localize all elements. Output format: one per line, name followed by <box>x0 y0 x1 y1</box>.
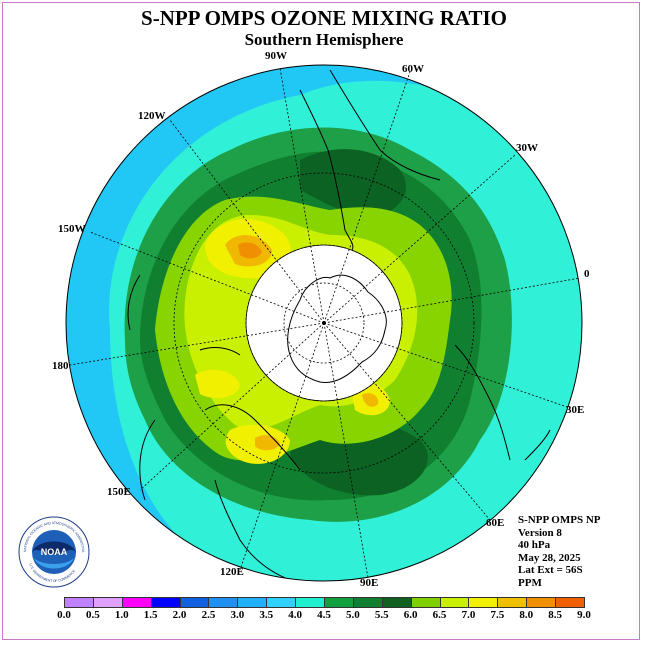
label-60e: 60E <box>486 517 505 529</box>
colorbar-tick-label: 3.0 <box>230 609 245 621</box>
colorbar-segment <box>410 597 441 608</box>
colorbar-segment <box>497 597 528 608</box>
map-boundary <box>65 64 583 582</box>
colorbar-tick-label: 1.5 <box>143 609 158 621</box>
info-date: May 28, 2025 <box>518 551 581 564</box>
colorbar <box>64 597 586 608</box>
band-6-5-d <box>195 369 240 399</box>
label-0: 0 <box>584 268 590 280</box>
info-instrument: S-NPP OMPS NP <box>518 514 601 526</box>
label-30w: 30W <box>516 142 538 154</box>
noaa-logo-icon: NOAA NATIONAL OCEANIC AND ATMOSPHERIC AD… <box>18 516 90 588</box>
label-30e: 30E <box>566 404 585 416</box>
colorbar-tick-label: 5.0 <box>346 609 360 621</box>
colorbar-segment <box>555 597 586 608</box>
colorbar-tick-label: 9.0 <box>577 609 591 621</box>
info-lat-ext: Lat Ext = 56S <box>518 564 583 576</box>
map-subtitle: Southern Hemisphere <box>244 30 404 49</box>
svg-text:NOAA: NOAA <box>41 547 68 557</box>
label-150w: 150W <box>58 223 86 235</box>
band-5-0-a <box>300 149 407 216</box>
colorbar-tick-label: 6.5 <box>432 609 447 621</box>
colorbar-tick-label: 8.5 <box>548 609 562 621</box>
colorbar-segment <box>92 597 123 608</box>
label-180: 180 <box>52 360 69 372</box>
colorbar-tick-label: 4.0 <box>288 609 302 621</box>
colorbar-segment <box>526 597 557 608</box>
page-frame <box>2 2 640 640</box>
colorbar-segment <box>439 597 470 608</box>
colorbar-segment <box>295 597 326 608</box>
label-60w: 60W <box>402 63 424 75</box>
colorbar-segment <box>64 597 94 608</box>
colorbar-tick-label: 5.5 <box>374 609 389 621</box>
info-level: 40 hPa <box>518 539 551 551</box>
colorbar-segment <box>352 597 383 608</box>
colorbar-segment <box>121 597 152 608</box>
colorbar-tick-label: 3.5 <box>259 609 274 621</box>
map-title: S-NPP OMPS OZONE MIXING RATIO <box>141 6 507 30</box>
band-7-5 <box>238 242 262 259</box>
colorbar-tick-label: 6.0 <box>403 609 418 621</box>
colorbar-segment <box>468 597 499 608</box>
band-7-0-c <box>362 393 379 407</box>
info-block: S-NPP OMPS NP Version 8 40 hPa May 28, 2… <box>518 514 601 589</box>
label-90e: 90E <box>360 577 379 589</box>
colorbar-tick-label: 8.0 <box>519 609 534 621</box>
colorbar-tick-label: 7.5 <box>490 609 505 621</box>
colorbar-tick-label: 7.0 <box>461 609 476 621</box>
colorbar-segment <box>324 597 354 608</box>
colorbar-tick-label: 2.5 <box>201 609 216 621</box>
colorbar-segment <box>179 597 210 608</box>
south-pole-marker <box>322 321 326 325</box>
colorbar-segment <box>208 597 239 608</box>
colorbar-tick-label: 4.5 <box>317 609 331 621</box>
coastlines <box>127 69 551 581</box>
graticule <box>69 67 581 579</box>
label-120e: 120E <box>220 566 244 578</box>
colorbar-tick-label: 2.0 <box>172 609 187 621</box>
info-units: PPM <box>518 576 542 589</box>
colorbar-tick-label: 0.5 <box>86 609 100 621</box>
colorbar-tick-label: 1.0 <box>114 609 129 621</box>
colorbar-segment <box>381 597 412 608</box>
colorbar-ticks: 0.0 0.5 1.0 1.5 2.0 2.5 3.0 3.5 4.0 4.5 5.0 5.5 6.0 6… <box>0 609 648 623</box>
colorbar-segment <box>266 597 297 608</box>
colorbar-segment <box>237 597 268 608</box>
label-90w: 90W <box>265 50 287 62</box>
label-150e: 150E <box>107 486 131 498</box>
antarctica-outline <box>287 274 387 384</box>
label-120w: 120W <box>138 110 166 122</box>
info-version: Version 8 <box>518 526 562 539</box>
colorbar-segment <box>150 597 181 608</box>
colorbar-tick-label: 0.0 <box>57 609 71 621</box>
